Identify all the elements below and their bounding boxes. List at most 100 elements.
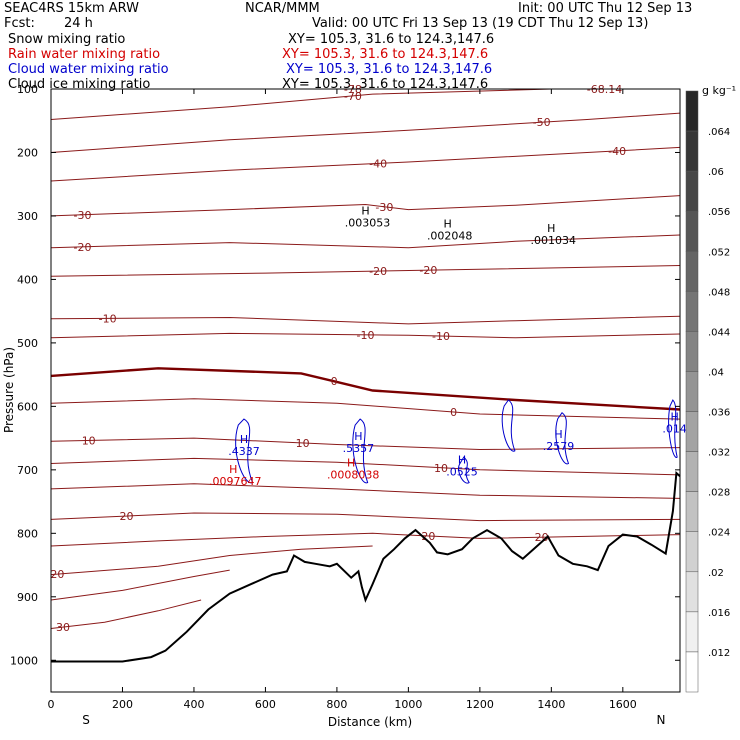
x-tick-label: 200	[112, 698, 133, 711]
colorbar-cell	[685, 331, 699, 372]
temperature-contour	[50, 332, 681, 339]
maximum-value: .0525	[446, 466, 478, 479]
maximum-value: .001034	[531, 234, 577, 247]
left-endpoint-label: S	[82, 713, 90, 727]
y-tick-label: 1000	[10, 654, 38, 667]
temperature-label: -20	[369, 265, 387, 278]
colorbar-cell	[685, 491, 699, 532]
x-tick-label: 1600	[609, 698, 637, 711]
maximum-marker: H	[444, 217, 452, 230]
field-rain-name: Rain water mixing ratio	[8, 47, 161, 62]
colorbar-tick-label: .06	[708, 167, 724, 178]
x-tick-label: 600	[255, 698, 276, 711]
field-cloudice-name: Cloud ice mixing ratio	[8, 77, 151, 92]
temperature-contour	[50, 599, 202, 629]
cloud-water-contour	[555, 412, 570, 465]
temperature-label: -40	[369, 157, 387, 170]
temperature-contour	[50, 315, 681, 325]
temperature-label: -30	[74, 209, 92, 222]
y-axis-label: Pressure (hPa)	[2, 347, 16, 433]
maximum-marker: H	[670, 410, 678, 423]
x-axis-ticks: 0 200 400 600 800 1000 1200 1400 1600	[48, 89, 637, 711]
temperature-contour	[50, 195, 681, 217]
x-tick-label: 1400	[537, 698, 565, 711]
temperature-contour	[50, 234, 681, 249]
colorbar: .064 .06 .056 .052 .048 .044 .04 .036 .032 .028 .0…	[685, 90, 730, 693]
temperature-label: -10	[99, 312, 117, 325]
temperature-contour	[50, 265, 681, 277]
temperature-label: -30	[375, 201, 393, 214]
colorbar-tick-label: .052	[708, 247, 730, 258]
temperature-label: -10	[432, 330, 450, 343]
cloud-water-contour	[235, 418, 254, 484]
colorbar-cell	[685, 651, 699, 693]
colorbar-tick-label: .036	[708, 408, 730, 419]
right-endpoint-label: N	[657, 713, 666, 727]
colorbar-tick-label: .016	[708, 608, 730, 619]
x-tick-label: 1200	[466, 698, 494, 711]
temperature-contour	[50, 437, 681, 451]
forecast-hour: 24 h	[64, 16, 93, 31]
plot-frame	[50, 88, 681, 693]
maximum-marker: H	[458, 454, 466, 467]
colorbar-cell	[685, 611, 699, 653]
temperature-contour	[50, 88, 680, 120]
temperature-label: 20	[535, 531, 549, 544]
colorbar-cell	[685, 571, 699, 613]
colorbar-tick-label: .032	[708, 448, 730, 459]
y-tick-label: 300	[17, 210, 38, 223]
field-cloudwater-name: Cloud water mixing ratio	[8, 62, 169, 77]
x-tick-label: 1000	[394, 698, 422, 711]
center-label: NCAR/MMM	[245, 1, 320, 16]
colorbar-cell	[685, 210, 699, 252]
colorbar-cell	[685, 251, 699, 292]
maximum-marker: H	[554, 428, 562, 441]
temperature-contour	[50, 512, 681, 522]
temperature-label: -70	[344, 90, 362, 103]
colorbar-tick-label: .056	[708, 207, 730, 218]
temperature-label: -50	[533, 116, 551, 129]
colorbar-tick-label: .04	[708, 367, 724, 378]
forecast-label: Fcst:	[4, 16, 35, 31]
colorbar-cell	[685, 451, 699, 492]
y-tick-label: 500	[17, 337, 38, 350]
cloud-water-contours	[235, 399, 678, 484]
maximum-value: .003053	[345, 217, 391, 230]
temperature-contour	[50, 146, 681, 182]
colorbar-tick-label: .048	[708, 287, 730, 298]
temperature-label: -40	[608, 145, 626, 158]
temperature-contour	[50, 112, 681, 153]
colorbar-tick-label: .028	[708, 488, 730, 499]
terrain-line	[51, 470, 681, 663]
y-tick-label: 200	[17, 146, 38, 159]
colorbar-cell	[685, 411, 699, 452]
maximum-value: .5357	[343, 442, 375, 455]
y-tick-label: 100	[17, 83, 38, 96]
temperature-contour	[50, 532, 681, 547]
colorbar-tick-label: .044	[708, 327, 730, 338]
y-tick-label: 400	[17, 273, 38, 286]
cloud-water-contour	[668, 399, 678, 458]
temperature-contour	[50, 398, 681, 420]
temperature-label: 20	[120, 510, 134, 523]
maximum-value: .4337	[228, 445, 260, 458]
colorbar-tick-label: .02	[708, 568, 724, 579]
temperature-contours	[50, 88, 681, 629]
cloud-water-contour	[458, 456, 470, 484]
colorbar-cell	[685, 291, 699, 332]
model-title: SEAC4RS 15km ARW	[4, 1, 140, 16]
x-tick-label: 400	[183, 698, 204, 711]
field-snow-name: Snow mixing ratio	[8, 32, 126, 47]
maximum-value: .0097647	[209, 475, 262, 488]
temperature-label: -20	[74, 241, 92, 254]
temperature-label: -10	[357, 329, 375, 342]
colorbar-cell	[685, 90, 699, 132]
colorbar-cell	[685, 130, 699, 172]
field-cloudwater-xy: XY= 105.3, 31.6 to 124.3,147.6	[286, 62, 493, 77]
maximum-marker: H	[361, 205, 369, 218]
x-tick-label: 0	[48, 698, 55, 711]
colorbar-tick-label: .012	[708, 648, 730, 659]
maximum-marker: H	[547, 222, 555, 235]
